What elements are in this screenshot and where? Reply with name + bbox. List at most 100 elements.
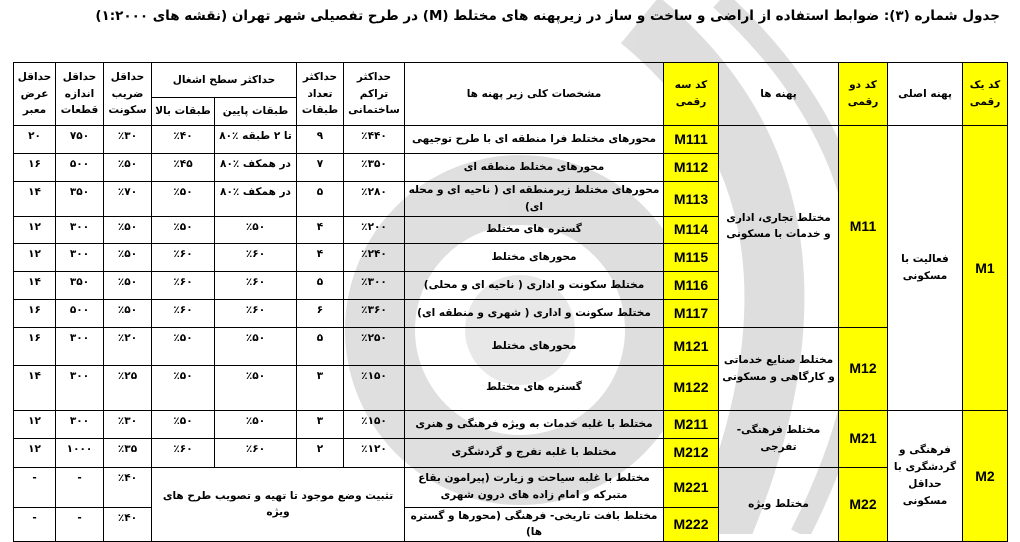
row-plot: ۱۰۰۰ [55,437,104,468]
row-code: M114 [663,215,719,244]
row-floors: ۵ [296,270,344,300]
row-desc: مختلط سکونت و اداری ( شهری و منطقه ای) [404,298,664,328]
row-res-coef: ٪۵۰ [103,270,152,300]
row-desc: گستره های مختلط [404,215,664,244]
row-density: ٪۲۵۰ [343,326,405,366]
row-width: ۱۴ [13,181,56,217]
header-desc: مشخصات کلی زیر پهنه ها [404,62,664,126]
row-desc: محورهای مختلط [404,326,664,366]
row-res-coef: ٪۵۰ [103,153,152,182]
row-width: ۱۴ [13,270,56,300]
row-density: ٪۱۵۰ [343,409,405,439]
row-res-coef: ٪۵۰ [103,298,152,328]
subgroup-name: مختلط ویژه [718,466,839,542]
row-plot: ۳۰۰ [55,326,104,366]
row-res-coef: ٪۲۰ [103,326,152,366]
row-floors: ۵ [296,326,344,366]
row-code: M115 [663,242,719,272]
row-lower: ٪۶۰ [214,242,297,272]
zoning-rules-table: کد یک رقمی پهنه اصلی کد دو رقمی پهنه ها … [13,62,1008,542]
row-floors: ۳ [296,409,344,439]
row-density: ٪۳۶۰ [343,298,405,328]
row-width: ۱۴ [13,364,56,411]
row-res-coef: ٪۴۰ [103,466,152,508]
row-lower: ٪۵۰ [214,409,297,439]
group-name: فعالیت با مسکونی [887,125,963,411]
row-plot: ۳۵۰ [55,181,104,217]
row-code: M212 [663,437,719,468]
header-plot: حداقل اندازه قطعات [55,62,104,126]
row-floors: ۴ [296,215,344,244]
table-row: M2 فرهنگی و گردشگری با حداقل مسکونی M21 مخت… [13,409,1008,542]
header-coverage: حداکثر سطح اشغال [151,62,297,98]
row-desc: مختلط با غلبه تفرج و گردشگری [404,437,664,468]
row-lower: ٪۵۰ [214,215,297,244]
row-code: M113 [663,181,719,217]
row-plot: ۳۰۰ [55,215,104,244]
row-res-coef: ٪۳۰ [103,409,152,439]
row-floors: ۷ [296,153,344,182]
row-plot: - [55,466,104,508]
row-width: - [13,506,56,542]
special-note: تثبیت وضع موجود تا تهیه و تصویب طرح های … [151,466,405,542]
row-density: ٪۲۰۰ [343,215,405,244]
header-res-coef: حداقل ضریب سکونت [103,62,152,126]
row-lower: ٪۶۰ [214,437,297,468]
row-width: ۱۲ [13,242,56,272]
subgroup-code: M12 [838,326,888,411]
header-width: حداقل عرض معبر [13,62,56,126]
row-plot: - [55,506,104,542]
row-code: M222 [663,506,719,542]
row-code: M221 [663,466,719,508]
group-name: فرهنگی و گردشگری با حداقل مسکونی [887,409,963,542]
table-row: M1 فعالیت با مسکونی M11 مختلط تجاری، اداری … [13,125,1008,411]
row-code: M211 [663,409,719,439]
header-main-zone: پهنه اصلی [887,62,963,126]
table-row: M22 مختلط ویژه M221 مختلط با غلبه سیاحت و ز… [13,466,1008,542]
row-floors: ۲ [296,437,344,468]
row-density: ٪۳۵۰ [343,153,405,182]
row-width: ۲۰ [13,125,56,154]
row-desc: محورهای مختلط منطقه ای [404,153,664,182]
row-plot: ۳۰۰ [55,409,104,439]
row-upper: ٪۴۵ [151,153,215,182]
header-code3: کد سه رقمی [663,62,719,126]
row-desc: مختلط بافت تاریخی- فرهنگی (محورها و گستر… [404,506,664,542]
row-width: ۱۶ [13,326,56,366]
row-width: - [13,466,56,508]
row-density: ٪۱۲۰ [343,437,405,468]
header-code1: کد یک رقمی [962,62,1008,126]
header-upper: طبقات بالا [151,97,215,126]
group-code: M2 [962,409,1008,542]
header-zones: پهنه ها [718,62,839,126]
row-floors: ۹ [296,125,344,154]
subgroup-name: مختلط فرهنگی- تفرجی [718,409,839,468]
row-desc: محورهای مختلط زیرمنطقه ای ( ناحیه ای و م… [404,181,664,217]
subgroup-name: مختلط تجاری، اداری و خدمات با مسکونی [718,125,839,328]
row-code: M117 [663,298,719,328]
row-upper: ٪۵۰ [151,364,215,411]
row-lower: ٪۶۰ [214,270,297,300]
row-desc: گستره های مختلط [404,364,664,411]
group-code: M1 [962,125,1008,411]
row-plot: ۵۰۰ [55,298,104,328]
row-lower: ٪۵۰ [214,326,297,366]
row-width: ۱۲ [13,215,56,244]
row-desc: محورهای مختلط فرا منطقه ای با طرح توجیهی [404,125,664,154]
subgroup-code: M21 [838,409,888,468]
row-floors: ۵ [296,181,344,217]
row-upper: ٪۵۰ [151,181,215,217]
row-code: M112 [663,153,719,182]
subgroup-code: M11 [838,125,888,328]
row-res-coef: ٪۵۰ [103,242,152,272]
row-lower: ٪۵۰ [214,364,297,411]
header-code2: کد دو رقمی [838,62,888,126]
row-desc: مختلط با غلبه سیاحت و زیارت (پیرامون بقا… [404,466,664,508]
row-code: M121 [663,326,719,366]
row-lower: ۸۰٪ در همکف [214,153,297,182]
page-title: جدول شماره (۳): ضوابط استفاده از اراضی و… [95,8,1000,24]
row-density: ٪۴۴۰ [343,125,405,154]
row-plot: ۷۵۰ [55,125,104,154]
row-res-coef: ٪۴۰ [103,506,152,542]
row-res-coef: ٪۳۰ [103,125,152,154]
